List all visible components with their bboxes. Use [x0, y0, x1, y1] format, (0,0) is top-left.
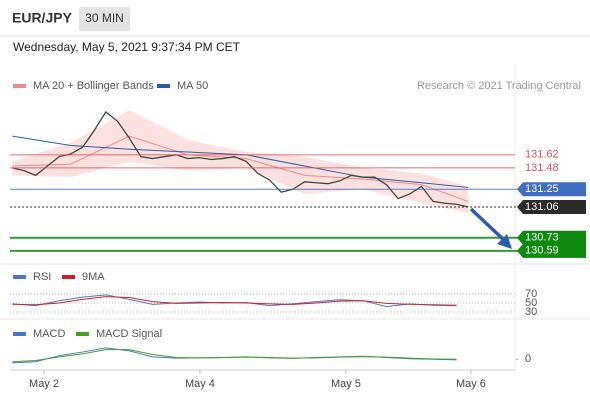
symbol: EUR/JPY	[12, 10, 73, 26]
forecast-arrow	[469, 207, 507, 243]
level-box	[517, 200, 586, 215]
datetime: Wednesday, May 5, 2021 9:37:34 PM CET	[13, 40, 241, 54]
legend-swatch	[76, 332, 89, 336]
legend-swatch	[13, 84, 26, 88]
price-line	[12, 110, 469, 208]
level-label: 130.73	[525, 232, 559, 244]
level-label: 130.59	[525, 245, 559, 257]
level-box	[517, 182, 586, 197]
legend-swatch	[62, 275, 75, 279]
series-line	[12, 296, 457, 306]
level-label: 131.06	[525, 201, 559, 213]
x-tick-label: May 6	[456, 378, 486, 390]
x-tick-label: May 4	[185, 378, 215, 390]
forecast-arrowhead	[497, 234, 512, 249]
legend-label: MACD Signal	[96, 328, 162, 340]
level-box	[517, 230, 586, 245]
level-label: 131.25	[525, 183, 559, 195]
y-tick-label: 0	[525, 353, 531, 365]
legend-label: RSI	[33, 271, 51, 283]
legend-label: MA 20 + Bollinger Bands	[33, 80, 154, 92]
legend-label: 9MA	[82, 271, 105, 283]
legend-swatch	[157, 84, 170, 88]
legend-swatch	[13, 332, 26, 336]
timeframe-button[interactable]	[79, 7, 130, 31]
level-label: 131.48	[525, 162, 559, 174]
legend-label: MA 50	[177, 80, 208, 92]
timeframe[interactable]: 30 MIN	[85, 11, 124, 25]
y-tick-label: 30	[525, 306, 537, 318]
level-label: 131.62	[525, 149, 559, 161]
x-tick-label: May 2	[29, 378, 59, 390]
x-tick-label: May 5	[331, 378, 361, 390]
series-line	[12, 349, 457, 363]
legend-label: MACD	[33, 328, 65, 340]
bollinger-band	[12, 110, 469, 213]
y-tick-label: 70	[525, 288, 537, 300]
y-tick-label: 50	[525, 297, 537, 309]
legend-swatch	[13, 275, 26, 279]
level-box	[517, 243, 586, 258]
source: Research © 2021 Trading Central	[417, 80, 581, 92]
